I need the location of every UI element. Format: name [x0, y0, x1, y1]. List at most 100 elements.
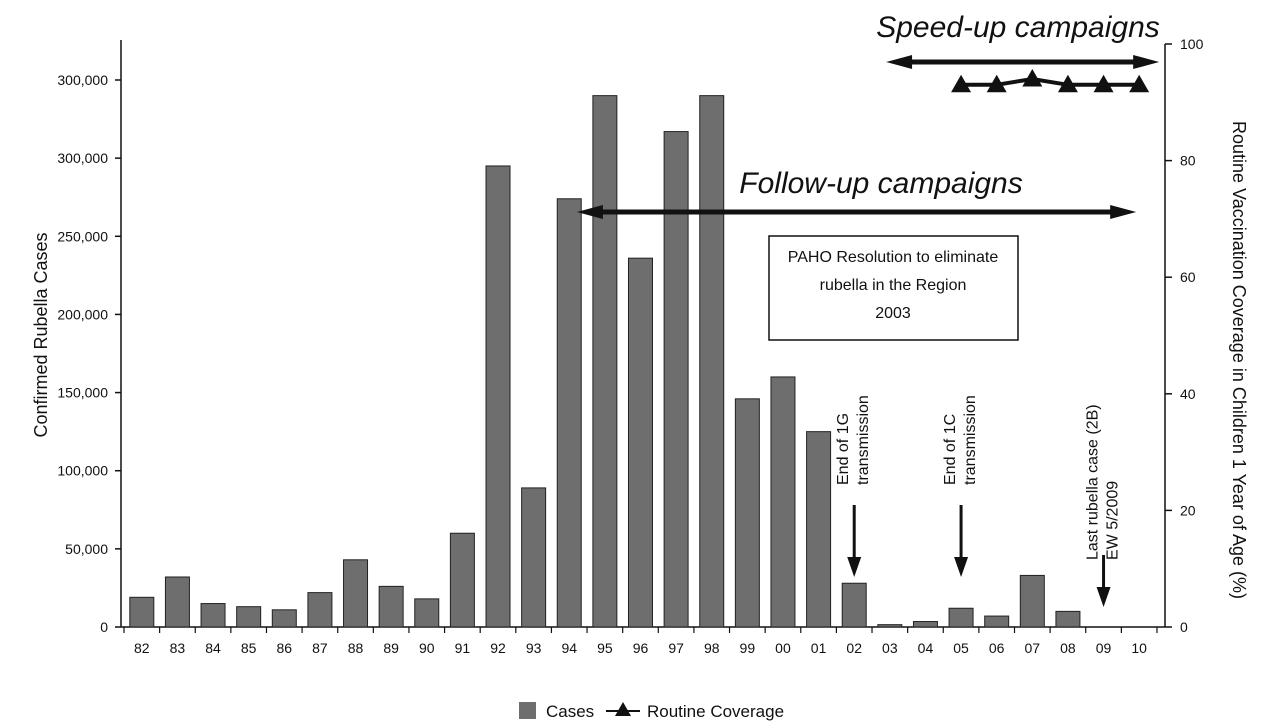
x-tick-label: 10	[1131, 640, 1147, 656]
x-tick-label: 89	[383, 640, 399, 656]
x-tick-label: 01	[811, 640, 827, 656]
resolution-text: rubella in the Region	[820, 277, 967, 294]
bar-98	[699, 95, 725, 628]
x-tick-label: 95	[597, 640, 613, 656]
x-tick-label: 97	[668, 640, 684, 656]
x-tick-label: 99	[740, 640, 756, 656]
resolution-text: 2003	[875, 305, 911, 322]
coverage-point-07	[1022, 68, 1043, 87]
speedup-arrow-left-head	[886, 55, 913, 69]
right-tick-label: 20	[1180, 502, 1196, 518]
x-tick-label: 02	[846, 640, 862, 656]
bar-07	[1019, 574, 1045, 628]
left-tick-label: 300,000	[57, 150, 108, 166]
coverage-line	[961, 76, 1140, 87]
right-tick-label: 0	[1180, 619, 1188, 635]
x-tick-label: 96	[633, 640, 649, 656]
last-case-text: Last rubella case (2B)	[1085, 404, 1102, 560]
legend-coverage-label: Routine Coverage	[647, 702, 784, 721]
bar-92	[485, 165, 511, 628]
coverage-point-10	[1129, 74, 1150, 93]
speedup-arrow-right-head	[1133, 55, 1160, 69]
left-tick-label: 300,000	[57, 72, 108, 88]
bar-89	[378, 585, 404, 628]
bar-97	[663, 131, 689, 628]
x-tick-label: 90	[419, 640, 435, 656]
coverage-point-06	[986, 74, 1007, 93]
resolution-text: PAHO Resolution to eliminate	[788, 249, 999, 266]
coverage-point-08	[1057, 74, 1078, 93]
last-case-text: EW 5/2009	[1105, 481, 1122, 560]
bar-05	[948, 607, 974, 628]
x-tick-label: 94	[561, 640, 577, 656]
x-tick-label: 00	[775, 640, 791, 656]
x-tick-label: 04	[918, 640, 934, 656]
x-tick-label: 84	[205, 640, 221, 656]
bar-06	[984, 615, 1010, 628]
bar-84	[200, 603, 226, 628]
x-tick-label: 93	[526, 640, 542, 656]
bar-04	[912, 621, 938, 628]
x-tick-label: 07	[1025, 640, 1041, 656]
bar-01	[806, 431, 832, 628]
bar-90	[414, 598, 440, 628]
bar-02	[841, 582, 867, 628]
right-tick-label: 40	[1180, 386, 1196, 402]
speedup-label: Speed-up campaigns	[876, 11, 1160, 44]
bars-group	[129, 95, 1081, 628]
x-tick-label: 91	[455, 640, 471, 656]
left-tick-label: 200,000	[57, 306, 108, 322]
x-tick-label: 83	[170, 640, 186, 656]
x-tick-label: 06	[989, 640, 1005, 656]
legend-cases-label: Cases	[546, 702, 594, 721]
coverage-point-09	[1093, 74, 1114, 93]
left-tick-label: 250,000	[57, 228, 108, 244]
bar-95	[592, 95, 618, 628]
followup-label: Follow-up campaigns	[739, 167, 1022, 200]
last-case-arrow-head	[1096, 587, 1111, 607]
x-tick-label: 86	[277, 640, 293, 656]
right-tick-label: 100	[1180, 36, 1204, 52]
axes: 0 50,000 100,000 150,000 200,000 250,000 300,0…	[31, 36, 1249, 656]
x-tick-label: 85	[241, 640, 257, 656]
end-1c-text: End of 1C	[942, 414, 959, 485]
left-tick-label: 100,000	[57, 463, 108, 479]
x-tick-label: 98	[704, 640, 720, 656]
annotations-group: Speed-up campaigns Follow-up campaigns PAH…	[576, 11, 1160, 607]
right-tick-label: 60	[1180, 269, 1196, 285]
bar-99	[734, 398, 760, 628]
left-tick-label: 150,000	[57, 385, 108, 401]
bar-85	[236, 606, 262, 628]
x-tick-label: 08	[1060, 640, 1076, 656]
x-tick-label: 09	[1096, 640, 1112, 656]
bar-88	[343, 559, 369, 628]
bar-86	[271, 609, 297, 628]
end-1g-arrow-head	[847, 557, 862, 577]
left-tick-label: 50,000	[65, 541, 108, 557]
bar-03	[877, 624, 903, 628]
coverage-point-05	[951, 74, 972, 93]
bar-91	[449, 532, 475, 628]
legend: Cases Routine Coverage	[519, 702, 784, 721]
x-tick-label: 03	[882, 640, 898, 656]
end-1c-arrow-head	[954, 557, 969, 577]
left-tick-label: 0	[100, 619, 108, 635]
bar-96	[627, 257, 653, 628]
x-tick-label: 82	[134, 640, 150, 656]
followup-arrow-right-head	[1110, 205, 1137, 219]
right-tick-label: 80	[1180, 153, 1196, 169]
followup-arrow-left-head	[576, 205, 603, 219]
legend-coverage-marker	[615, 702, 631, 716]
left-axis-title: Confirmed Rubella Cases	[31, 232, 51, 437]
right-axis-title: Routine Vaccination Coverage in Children…	[1229, 121, 1249, 599]
x-tick-label: 88	[348, 640, 364, 656]
bar-00	[770, 376, 796, 628]
x-tick-label: 87	[312, 640, 328, 656]
end-1g-text: End of 1G	[835, 413, 852, 485]
legend-cases-swatch	[519, 702, 536, 719]
bar-83	[164, 576, 190, 628]
x-tick-label: 92	[490, 640, 506, 656]
x-tick-label: 05	[953, 640, 969, 656]
bar-82	[129, 596, 155, 628]
